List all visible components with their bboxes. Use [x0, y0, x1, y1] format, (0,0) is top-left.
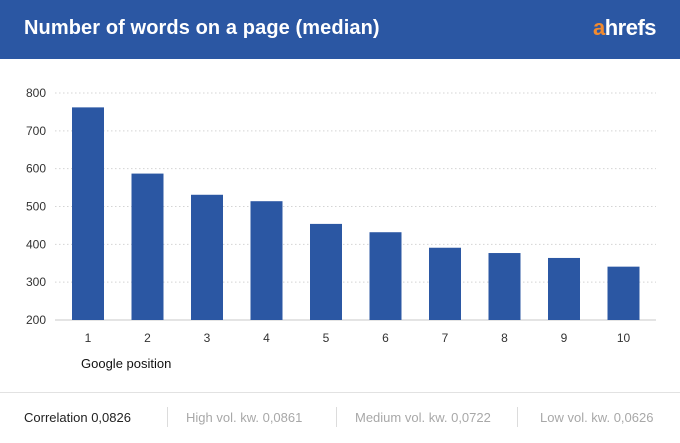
bar — [369, 232, 402, 320]
footer-separator — [517, 407, 518, 427]
y-tick-label: 600 — [26, 162, 46, 176]
footer-separator — [167, 407, 168, 427]
bar-chart: 200 300 400 500 600 700 800 1 2 3 4 5 6 7 8 9 10 Google p… — [26, 86, 656, 371]
bar — [607, 266, 640, 320]
low-volume-metric: Low vol. kw. 0,0626 — [540, 410, 654, 425]
x-tick-label: 9 — [561, 331, 568, 345]
header-bar: Number of words on a page (median) ahref… — [0, 0, 680, 59]
y-tick-label: 700 — [26, 124, 46, 138]
correlation-metric: Correlation 0,0826 — [24, 410, 131, 425]
bar — [488, 253, 521, 320]
x-tick-label: 10 — [617, 331, 631, 345]
ahrefs-logo: ahrefs — [592, 15, 657, 41]
y-tick-label: 400 — [26, 237, 46, 251]
x-tick-label: 4 — [263, 331, 270, 345]
bar — [429, 247, 461, 320]
x-axis-title: Google position — [81, 356, 171, 371]
footer-metrics: Correlation 0,0826 High vol. kw. 0,0861 … — [0, 393, 680, 443]
y-tick-label: 200 — [26, 313, 46, 327]
medium-volume-metric: Medium vol. kw. 0,0722 — [355, 410, 491, 425]
bar — [131, 173, 164, 320]
x-tick-label: 7 — [442, 331, 449, 345]
bar — [191, 194, 223, 320]
logo-accent-letter: a — [592, 15, 605, 40]
logo-text: hrefs — [604, 15, 657, 40]
bar — [72, 107, 104, 320]
y-tick-label: 800 — [26, 86, 46, 100]
x-tick-label: 8 — [501, 331, 508, 345]
x-tick-label: 5 — [323, 331, 330, 345]
x-tick-label: 3 — [204, 331, 211, 345]
footer-separator — [336, 407, 337, 427]
bar — [548, 257, 580, 320]
x-tick-label: 1 — [85, 331, 92, 345]
chart-title: Number of words on a page (median) — [24, 17, 380, 39]
x-tick-label: 2 — [144, 331, 151, 345]
y-tick-label: 500 — [26, 200, 46, 214]
bar — [250, 201, 283, 320]
x-tick-label: 6 — [382, 331, 389, 345]
y-tick-label: 300 — [26, 275, 46, 289]
bar — [310, 223, 342, 320]
footer-divider — [0, 392, 680, 393]
high-volume-metric: High vol. kw. 0,0861 — [186, 410, 303, 425]
